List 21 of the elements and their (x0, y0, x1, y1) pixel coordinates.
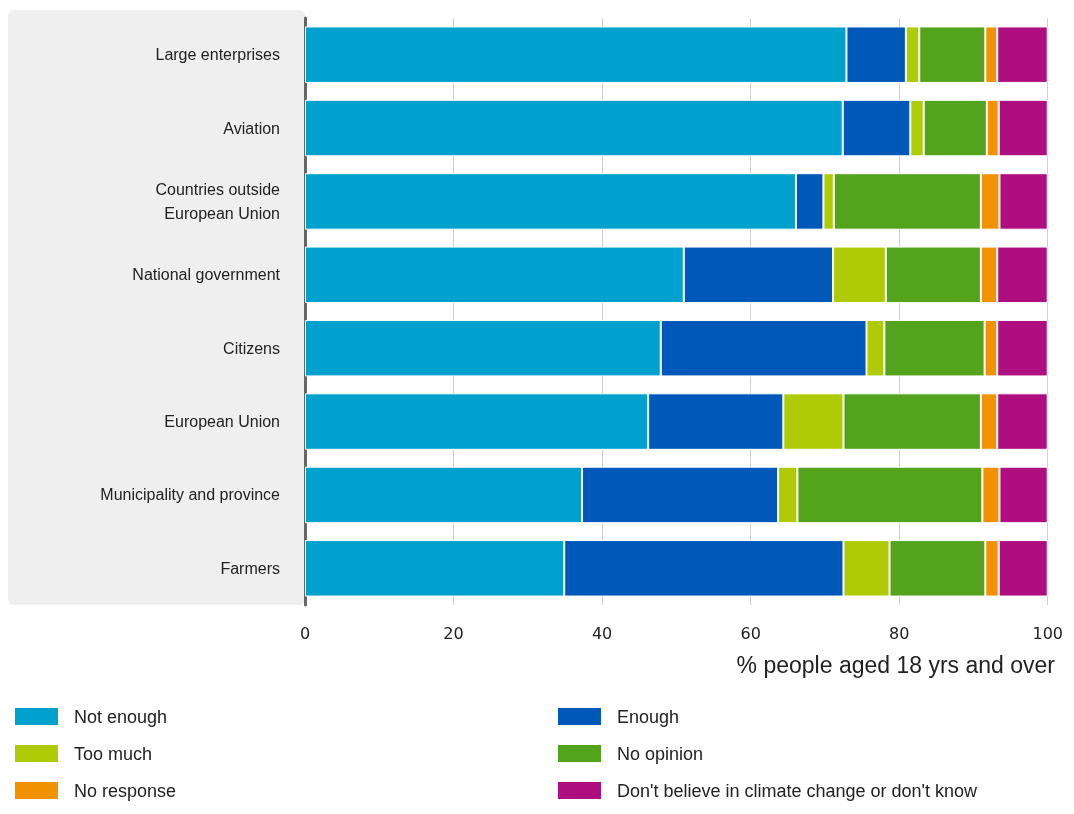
legend-label: Enough (617, 706, 680, 727)
x-tick-label: 100 (1032, 623, 1063, 643)
x-axis-title: % people aged 18 yrs and over (736, 651, 1056, 678)
y-tick-label: National government (132, 266, 281, 284)
legend-label: Not enough (74, 706, 168, 727)
x-tick-label: 0 (299, 623, 311, 643)
legend-label: No opinion (617, 743, 704, 764)
y-tick-label: Aviation (223, 119, 280, 137)
x-tick-label: 60 (740, 623, 761, 643)
y-tick-label: Large enterprises (155, 46, 280, 64)
x-tick-label: 20 (443, 623, 464, 643)
y-tick-label: Farmers (220, 559, 280, 577)
x-tick-label: 80 (889, 623, 910, 643)
y-tick-label: Citizens (223, 339, 280, 357)
y-tick-label: Countries outside European Union (155, 180, 281, 222)
y-tick-label: European Union (164, 413, 280, 431)
legend-label: Don't believe in climate change or don't know (617, 780, 979, 801)
y-tick-label: Municipality and province (100, 486, 281, 504)
legend-label: Too much (74, 743, 153, 764)
legend-label: No response (74, 780, 177, 801)
x-tick-label: 40 (591, 623, 613, 643)
